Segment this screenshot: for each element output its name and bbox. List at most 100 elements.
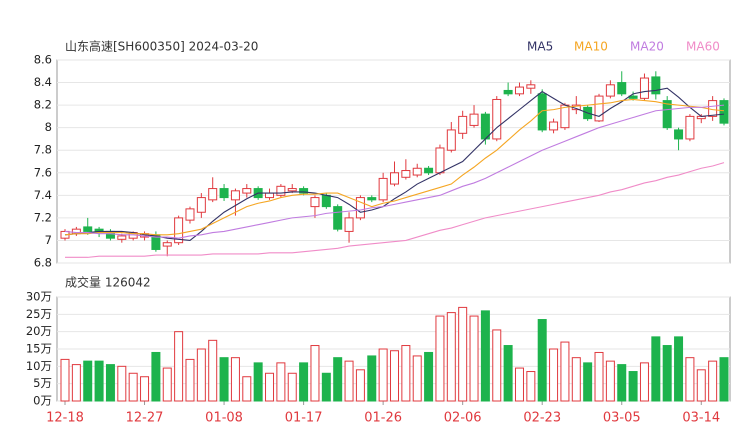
volume-tick-label: 10万 [26,359,52,373]
legend-label: MA10 [574,40,608,54]
volume-bar [265,372,275,402]
y-tick-label: 8.2 [34,98,52,112]
volume-bar [708,360,718,402]
volume-bar [514,367,524,402]
volume-bar [299,362,309,402]
volume-bar [242,376,252,402]
volume-bar [208,339,218,402]
volume-bar [140,376,150,402]
y-tick-label: 7.2 [34,210,52,224]
volume-bar [560,341,570,402]
candle-body [276,185,286,196]
volume-bar [605,360,615,402]
candle-body [196,197,206,213]
volume-bar [628,371,638,402]
candle-body [344,217,354,232]
volume-bar [446,312,456,402]
volume-bar [390,350,399,402]
x-tick-label: 02-06 [444,411,482,426]
volume-bar [469,315,479,402]
volume-bar [583,362,593,402]
candle-body [469,113,479,126]
volume-bar [287,372,297,402]
volume-bar [310,345,320,402]
candle-body [333,206,343,230]
candle-body [378,177,388,201]
candle-body [492,98,502,140]
volume-tick-label: 0万 [33,394,52,408]
legend-label: MA5 [527,40,553,54]
volume-bar [128,372,138,402]
candle-body [480,113,490,140]
volume-title: 成交量 126042 [65,275,151,290]
volume-bar [537,319,547,402]
volume-bar [594,351,604,402]
volume-tick-label: 25万 [26,307,52,321]
volume-bar [185,358,195,402]
x-tick-label: 01-08 [205,411,243,426]
volume-bar [321,372,331,402]
candle-body [310,197,320,208]
candle-body [708,100,718,117]
volume-bar [696,369,706,402]
volume-bar [253,362,263,402]
ma-line [65,162,725,258]
candle-body [685,115,695,140]
volume-bar [344,360,354,402]
x-tick-label: 03-05 [603,411,641,426]
volume-bar [662,345,672,402]
candle-body [265,192,275,199]
volume-bar [458,306,468,402]
candle-body [401,170,411,178]
candle-body [674,129,684,140]
candle-body [662,100,672,129]
volume-bar [503,345,513,402]
volume-bar [230,357,240,402]
candle-body [287,188,297,192]
candle-body [514,86,524,95]
volume-bar [617,364,627,402]
y-tick-label: 8.6 [34,53,52,67]
volume-bar [355,369,365,402]
volume-bar [639,362,649,402]
x-tick-label: 12-18 [46,411,84,426]
volume-bar [60,358,70,402]
volume-tick-label: 20万 [26,324,52,338]
candle-body [549,121,559,131]
volume-bar [401,345,411,402]
candle-body [83,226,93,232]
volume-bar [196,348,206,402]
volume-bar [435,315,445,402]
candle-body [617,82,627,95]
y-tick-label: 6.8 [34,256,52,270]
x-tick-label: 03-14 [682,411,720,426]
volume-bar [651,336,661,402]
volume-bar [83,360,93,402]
legend-label: MA20 [630,40,664,54]
volume-bar [367,355,377,402]
volume-tick-label: 30万 [26,290,52,304]
volume-bar [94,360,104,402]
y-tick-label: 7 [45,233,52,247]
volume-bar [174,331,184,402]
candle-body [594,95,604,122]
volume-bar [71,364,81,402]
volume-bar [480,310,490,402]
candle-body [435,147,445,174]
ma-line [64,87,725,242]
volume-bar [276,362,286,402]
volume-bar [685,357,695,402]
candle-body [321,194,331,208]
volume-bar [105,364,115,402]
x-tick-label: 02-23 [523,411,561,426]
volume-tick-label: 5万 [33,376,52,390]
volume-bar [412,355,422,402]
candle-body [390,172,399,185]
candle-body [605,84,615,97]
volume-bar [424,351,434,402]
x-tick-label: 12-27 [126,411,164,426]
volume-bar [219,357,229,402]
candle-body [230,190,240,201]
y-tick-label: 8 [45,120,52,134]
candle-body [526,84,536,89]
